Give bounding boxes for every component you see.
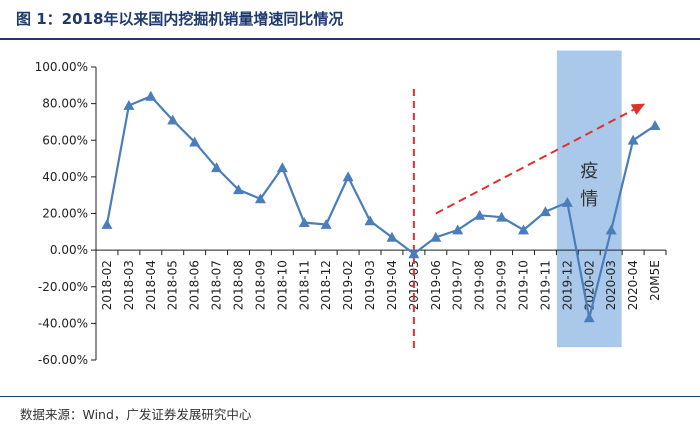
- y-tick-label: 40.00%: [42, 170, 88, 184]
- data-point: [189, 136, 201, 147]
- data-point: [583, 312, 595, 323]
- title-divider: [0, 38, 700, 40]
- trend-arrow-shaft: [435, 108, 635, 215]
- x-tick-label: 2018-07: [210, 260, 224, 310]
- line-chart: 疫情 -60.00% -40.00% -20.00% 0.00% 20.00% 40.00…: [35, 50, 667, 367]
- data-point: [518, 224, 529, 235]
- x-tick-label: 2018-03: [122, 260, 136, 310]
- y-tick-label: 60.00%: [42, 133, 88, 147]
- data-point: [430, 231, 442, 242]
- data-point: [101, 218, 113, 229]
- data-point: [276, 162, 288, 173]
- source-divider: [0, 396, 700, 397]
- x-tick-label: 2019-09: [495, 260, 509, 310]
- data-point: [386, 231, 398, 242]
- x-tick-label: 2019-07: [451, 260, 465, 310]
- data-point: [145, 90, 157, 101]
- data-point: [167, 114, 179, 125]
- data-point: [364, 215, 376, 226]
- data-point: [605, 224, 617, 235]
- x-tick-label: 2019-03: [363, 260, 377, 310]
- source-note: 数据来源：Wind，广发证券发展研究中心: [20, 407, 252, 422]
- x-tick-label: 2019-02: [341, 260, 355, 310]
- trend-arrow-head: [630, 103, 646, 115]
- data-point: [649, 120, 661, 130]
- data-point: [539, 206, 551, 217]
- x-tick-label: 2019-10: [517, 260, 531, 310]
- data-point: [211, 162, 223, 173]
- x-tick-label: 2019-12: [560, 260, 574, 310]
- x-tick-label: 2020-04: [626, 260, 640, 310]
- highlight-band-label: 情: [580, 189, 598, 210]
- x-tick-label: 2018-08: [232, 260, 246, 310]
- y-tick-label: -40.00%: [38, 316, 88, 330]
- x-tick-label: 2018-04: [144, 260, 158, 310]
- figure-title: 图 1：2018年以来国内挖掘机销量增速同比情况: [16, 10, 344, 28]
- highlight-band-label: 疫: [580, 161, 598, 182]
- axis-layer: -60.00% -40.00% -20.00% 0.00% 20.00% 40.00% 60…: [35, 60, 667, 367]
- x-tick-label: 2019-04: [385, 260, 399, 310]
- series-point-layer: [101, 90, 661, 323]
- x-tick-label: 2020-03: [604, 260, 618, 310]
- data-point: [452, 224, 464, 235]
- x-tick-label: 2019-11: [538, 260, 552, 310]
- y-tick-label: -60.00%: [38, 353, 88, 367]
- x-tick-label: 2019-06: [429, 260, 443, 310]
- data-point: [342, 171, 354, 182]
- annotation-layer: [412, 89, 646, 352]
- x-tick-label: 2018-12: [319, 260, 333, 310]
- x-tick-label: 2018-05: [166, 260, 180, 310]
- x-tick-label: 2018-10: [275, 260, 289, 310]
- x-tick-label: 20M5E: [648, 260, 662, 301]
- data-point: [320, 218, 332, 229]
- data-point: [298, 217, 310, 228]
- data-point: [561, 197, 573, 207]
- x-tick-label: 2019-08: [473, 260, 487, 310]
- data-point: [408, 248, 420, 259]
- y-tick-label: 0.00%: [50, 243, 88, 257]
- data-point: [123, 99, 135, 110]
- x-tick-label: 2018-11: [297, 260, 311, 310]
- x-tick-label: 2018-06: [188, 260, 202, 310]
- data-point: [627, 134, 639, 145]
- data-point: [474, 209, 486, 220]
- y-tick-label: 20.00%: [42, 207, 88, 221]
- data-point: [254, 193, 266, 204]
- x-tick-label: 2018-09: [253, 260, 267, 310]
- data-point: [233, 184, 244, 195]
- y-tick-label: 80.00%: [42, 97, 88, 111]
- y-tick-label: -20.00%: [38, 280, 88, 294]
- data-point: [496, 211, 508, 222]
- y-tick-label: 100.00%: [35, 60, 88, 74]
- x-tick-label: 2018-02: [100, 260, 114, 310]
